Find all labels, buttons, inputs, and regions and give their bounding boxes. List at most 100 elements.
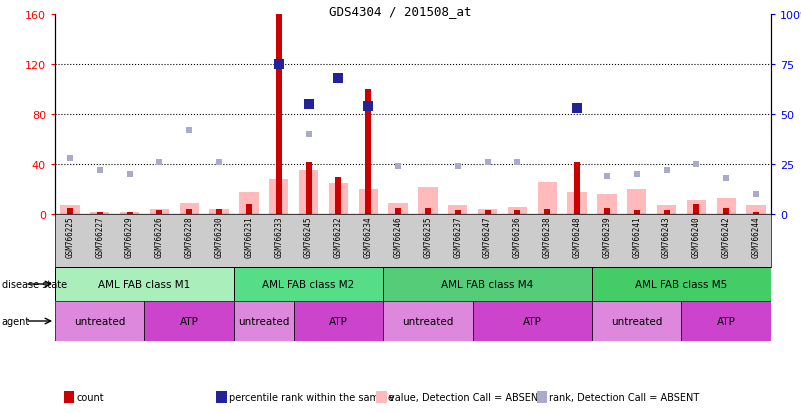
Text: GSM766234: GSM766234 <box>364 216 372 257</box>
Bar <box>663 211 670 214</box>
Text: GSM766226: GSM766226 <box>155 216 164 257</box>
Text: GSM766240: GSM766240 <box>692 216 701 257</box>
Bar <box>627 190 646 214</box>
Bar <box>246 204 252 214</box>
Text: GDS4304 / 201508_at: GDS4304 / 201508_at <box>329 5 472 18</box>
Text: ATP: ATP <box>523 316 541 326</box>
Text: GSM766233: GSM766233 <box>274 216 284 257</box>
Bar <box>294 301 383 341</box>
Bar <box>753 212 759 214</box>
Text: GSM766245: GSM766245 <box>304 216 313 257</box>
Bar <box>216 209 222 214</box>
Bar <box>598 195 617 214</box>
Text: untreated: untreated <box>74 316 126 326</box>
Text: GSM766246: GSM766246 <box>393 216 403 257</box>
Text: GSM766243: GSM766243 <box>662 216 671 257</box>
Bar <box>448 206 468 214</box>
Bar <box>150 209 169 214</box>
Bar <box>383 301 473 341</box>
Bar <box>156 211 163 214</box>
Bar <box>574 162 580 214</box>
Bar <box>592 267 771 301</box>
Text: GSM766231: GSM766231 <box>244 216 253 257</box>
Bar <box>747 206 766 214</box>
Text: AML FAB class M2: AML FAB class M2 <box>263 279 355 289</box>
Bar <box>657 206 676 214</box>
Text: GSM766239: GSM766239 <box>602 216 611 257</box>
Text: untreated: untreated <box>611 316 662 326</box>
Bar <box>187 209 192 214</box>
Bar <box>209 209 229 214</box>
Text: untreated: untreated <box>238 316 289 326</box>
Bar <box>234 301 294 341</box>
Text: count: count <box>77 392 104 402</box>
Text: GSM766227: GSM766227 <box>95 216 104 257</box>
Bar <box>276 15 282 214</box>
Text: percentile rank within the sample: percentile rank within the sample <box>229 392 394 402</box>
Bar <box>425 208 431 214</box>
Text: ATP: ATP <box>179 316 199 326</box>
Bar <box>634 211 640 214</box>
Bar <box>694 204 699 214</box>
Text: ATP: ATP <box>329 316 348 326</box>
Bar <box>67 208 73 214</box>
Bar <box>567 192 587 214</box>
Text: ATP: ATP <box>717 316 735 326</box>
Text: GSM766244: GSM766244 <box>751 216 761 257</box>
Bar <box>60 206 79 214</box>
Bar <box>239 192 259 214</box>
Bar <box>359 190 378 214</box>
Bar <box>336 177 341 214</box>
Bar <box>473 301 592 341</box>
Text: GSM766228: GSM766228 <box>185 216 194 257</box>
Text: GSM766236: GSM766236 <box>513 216 522 257</box>
Bar <box>179 203 199 214</box>
Bar <box>686 201 706 214</box>
Bar <box>455 211 461 214</box>
Bar <box>383 267 592 301</box>
Bar <box>90 212 110 214</box>
Text: GSM766242: GSM766242 <box>722 216 731 257</box>
Text: GSM766232: GSM766232 <box>334 216 343 257</box>
Text: untreated: untreated <box>402 316 453 326</box>
Bar <box>592 301 682 341</box>
Bar <box>365 90 371 214</box>
Bar <box>418 187 437 214</box>
Bar <box>544 209 550 214</box>
Bar <box>328 183 348 214</box>
Bar <box>144 301 234 341</box>
Bar <box>234 267 383 301</box>
Bar <box>478 209 497 214</box>
Text: value, Detection Call = ABSENT: value, Detection Call = ABSENT <box>389 392 545 402</box>
Text: GSM766225: GSM766225 <box>66 216 74 257</box>
Bar <box>508 207 527 214</box>
Text: GSM766235: GSM766235 <box>424 216 433 257</box>
Bar <box>306 162 312 214</box>
Bar <box>537 182 557 214</box>
Text: GSM766247: GSM766247 <box>483 216 492 257</box>
Text: AML FAB class M4: AML FAB class M4 <box>441 279 533 289</box>
Bar <box>55 267 234 301</box>
Text: GSM766230: GSM766230 <box>215 216 223 257</box>
Bar <box>395 208 401 214</box>
Text: GSM766238: GSM766238 <box>543 216 552 257</box>
Bar <box>682 301 771 341</box>
Text: GSM766237: GSM766237 <box>453 216 462 257</box>
Bar <box>485 211 490 214</box>
Bar <box>127 212 133 214</box>
Bar <box>120 212 139 214</box>
Bar <box>723 208 729 214</box>
Text: agent: agent <box>2 316 30 326</box>
Text: GSM766241: GSM766241 <box>632 216 642 257</box>
Text: GSM766248: GSM766248 <box>573 216 582 257</box>
Bar <box>97 212 103 214</box>
Bar <box>514 211 521 214</box>
Bar <box>269 180 288 214</box>
Bar <box>55 301 144 341</box>
Text: AML FAB class M1: AML FAB class M1 <box>99 279 191 289</box>
Bar <box>717 198 736 214</box>
Bar <box>299 171 318 214</box>
Bar <box>388 203 408 214</box>
Bar <box>604 208 610 214</box>
Text: disease state: disease state <box>2 279 66 289</box>
